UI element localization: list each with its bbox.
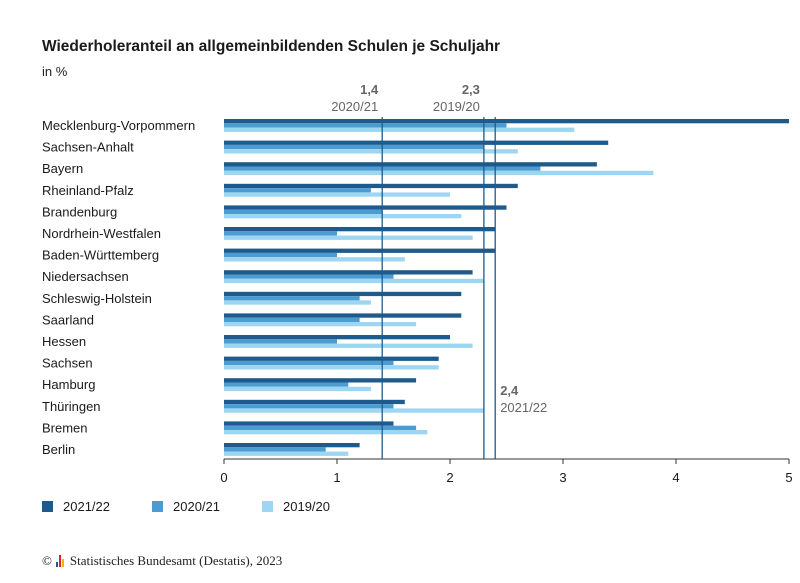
bar-2021-22-mecklenburg-vorpommern xyxy=(224,119,789,124)
reference-value-label: 2,3 xyxy=(462,82,480,97)
category-label: Bremen xyxy=(42,420,88,435)
bar-2020-21-baden-württemberg xyxy=(224,252,337,258)
bar-2021-22-sachsen xyxy=(224,356,439,361)
category-label: Sachsen-Anhalt xyxy=(42,140,134,155)
bar-2019-20-saarland xyxy=(224,322,417,327)
reference-value-label: 2,4 xyxy=(500,383,519,398)
bar-2020-21-thüringen xyxy=(224,404,394,409)
x-tick-label: 3 xyxy=(559,470,566,485)
bar-2019-20-hamburg xyxy=(224,386,371,392)
bar-2019-20-nordrhein-westfalen xyxy=(224,235,473,240)
bar-2019-20-mecklenburg-vorpommern xyxy=(224,127,575,132)
legend-label-2020-21: 2020/21 xyxy=(173,499,220,514)
legend: 2021/22 2020/21 2019/20 xyxy=(42,499,372,514)
legend-swatch-2021-22 xyxy=(42,501,53,512)
bar-2019-20-thüringen xyxy=(224,408,484,413)
bar-2020-21-hessen xyxy=(224,339,337,344)
category-label: Berlin xyxy=(42,442,75,457)
bar-2019-20-bayern xyxy=(224,170,654,176)
x-tick-label: 2 xyxy=(446,470,453,485)
legend-item-2019-20: 2019/20 xyxy=(262,499,330,514)
legend-item-2020-21: 2020/21 xyxy=(152,499,220,514)
category-label: Niedersachsen xyxy=(42,269,129,284)
bar-2020-21-sachsen-anhalt xyxy=(224,144,484,150)
category-label: Brandenburg xyxy=(42,204,117,219)
category-label: Saarland xyxy=(42,312,94,327)
reference-period-label: 2020/21 xyxy=(331,99,378,114)
bar-2020-21-saarland xyxy=(224,317,360,322)
reference-period-label: 2019/20 xyxy=(433,99,480,114)
legend-item-2021-22: 2021/22 xyxy=(42,499,110,514)
bar-2021-22-berlin xyxy=(224,443,360,448)
bar-2020-21-schleswig-holstein xyxy=(224,296,360,301)
bar-2019-20-baden-württemberg xyxy=(224,257,405,262)
bar-2019-20-niedersachsen xyxy=(224,278,484,284)
bar-2020-21-berlin xyxy=(224,447,326,452)
destatis-logo-icon xyxy=(55,555,65,567)
bar-2019-20-rheinland-pfalz xyxy=(224,192,450,197)
legend-swatch-2019-20 xyxy=(262,501,273,512)
chart-title: Wiederholeranteil an allgemeinbildenden … xyxy=(42,38,501,55)
bar-2021-22-thüringen xyxy=(224,399,405,405)
bar-2019-20-berlin xyxy=(224,451,349,456)
category-label: Schleswig-Holstein xyxy=(42,291,152,306)
bar-2021-22-schleswig-holstein xyxy=(224,291,462,297)
unit-label: in % xyxy=(42,64,68,79)
bar-2020-21-hamburg xyxy=(224,382,349,387)
bar-2020-21-niedersachsen xyxy=(224,274,394,279)
x-tick-label: 5 xyxy=(785,470,792,485)
bar-2019-20-sachsen-anhalt xyxy=(224,149,518,154)
bar-2020-21-sachsen xyxy=(224,360,394,366)
bar-2021-22-baden-württemberg xyxy=(224,248,496,253)
bar-2020-21-bremen xyxy=(224,425,417,430)
bar-2021-22-brandenburg xyxy=(224,205,507,210)
category-label: Sachsen xyxy=(42,356,93,371)
bar-2020-21-nordrhein-westfalen xyxy=(224,231,337,236)
bar-2021-22-bayern xyxy=(224,162,597,167)
bar-2019-20-hessen xyxy=(224,343,473,348)
bar-2021-22-nordrhein-westfalen xyxy=(224,227,496,232)
bar-2021-22-bremen xyxy=(224,421,394,426)
bar-2019-20-sachsen xyxy=(224,365,439,370)
category-label: Hessen xyxy=(42,334,86,349)
legend-label-2019-20: 2019/20 xyxy=(283,499,330,514)
bar-chart: Mecklenburg-Vorpommern Sachsen-Anhalt Baye… xyxy=(42,82,793,485)
source-text: Statistisches Bundesamt (Destatis), 2023 xyxy=(69,553,283,568)
bar-2020-21-rheinland-pfalz xyxy=(224,188,371,193)
bar-2020-21-brandenburg xyxy=(224,209,383,214)
bar-2019-20-brandenburg xyxy=(224,214,462,219)
bar-2021-22-hamburg xyxy=(224,378,417,383)
bar-2021-22-hessen xyxy=(224,335,450,340)
bar-2021-22-rheinland-pfalz xyxy=(224,183,518,189)
x-tick-label: 1 xyxy=(333,470,340,485)
bar-2021-22-sachsen-anhalt xyxy=(224,140,609,145)
category-label: Baden-Württemberg xyxy=(42,248,159,263)
x-tick-label: 4 xyxy=(672,470,679,485)
category-label: Nordrhein-Westfalen xyxy=(42,226,161,241)
category-label: Thüringen xyxy=(42,399,101,414)
legend-label-2021-22: 2021/22 xyxy=(63,499,110,514)
bar-2019-20-bremen xyxy=(224,430,428,435)
category-label: Rheinland-Pfalz xyxy=(42,183,134,198)
x-tick-label: 0 xyxy=(220,470,227,485)
copyright-symbol: © xyxy=(42,553,52,568)
reference-value-label: 1,4 xyxy=(360,82,379,97)
source-note: © Statistisches Bundesamt (Destatis), 20… xyxy=(42,553,282,569)
bar-2021-22-niedersachsen xyxy=(224,270,473,275)
legend-swatch-2020-21 xyxy=(152,501,163,512)
category-label: Mecklenburg-Vorpommern xyxy=(42,118,195,133)
bar-2020-21-mecklenburg-vorpommern xyxy=(224,123,507,128)
category-label: Hamburg xyxy=(42,377,95,392)
bar-2021-22-saarland xyxy=(224,313,462,318)
reference-period-label: 2021/22 xyxy=(500,400,547,415)
bar-2019-20-schleswig-holstein xyxy=(224,300,371,305)
category-label: Bayern xyxy=(42,161,83,176)
